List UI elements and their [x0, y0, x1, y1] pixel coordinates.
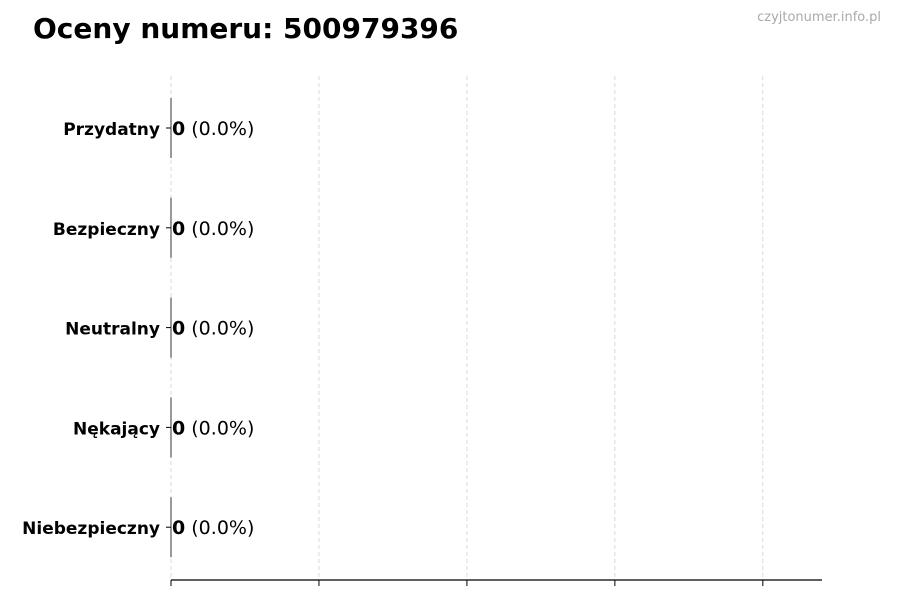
- data-label-percent: (0.0%): [185, 517, 254, 539]
- data-label-count: 0: [172, 517, 185, 539]
- data-label: 0 (0.0%): [172, 218, 254, 240]
- data-label: 0 (0.0%): [172, 118, 254, 140]
- data-label-percent: (0.0%): [185, 318, 254, 340]
- data-label: 0 (0.0%): [172, 318, 254, 340]
- chart-title: Oceny numeru: 500979396: [33, 12, 459, 45]
- data-label: 0 (0.0%): [172, 517, 254, 539]
- data-label: 0 (0.0%): [172, 417, 254, 439]
- data-label-count: 0: [172, 417, 185, 439]
- watermark: czyjtonumer.info.pl: [757, 10, 881, 25]
- data-label-percent: (0.0%): [185, 218, 254, 240]
- y-tick-label: Niebezpieczny: [22, 519, 160, 539]
- data-label-count: 0: [172, 218, 185, 240]
- y-tick-label: Przydatny: [63, 120, 160, 140]
- data-label-count: 0: [172, 318, 185, 340]
- data-label-count: 0: [172, 118, 185, 140]
- y-tick-label: Bezpieczny: [53, 220, 160, 240]
- y-tick-label: Nękający: [73, 419, 160, 439]
- data-label-percent: (0.0%): [185, 118, 254, 140]
- data-label-percent: (0.0%): [185, 417, 254, 439]
- y-tick-label: Neutralny: [65, 320, 160, 340]
